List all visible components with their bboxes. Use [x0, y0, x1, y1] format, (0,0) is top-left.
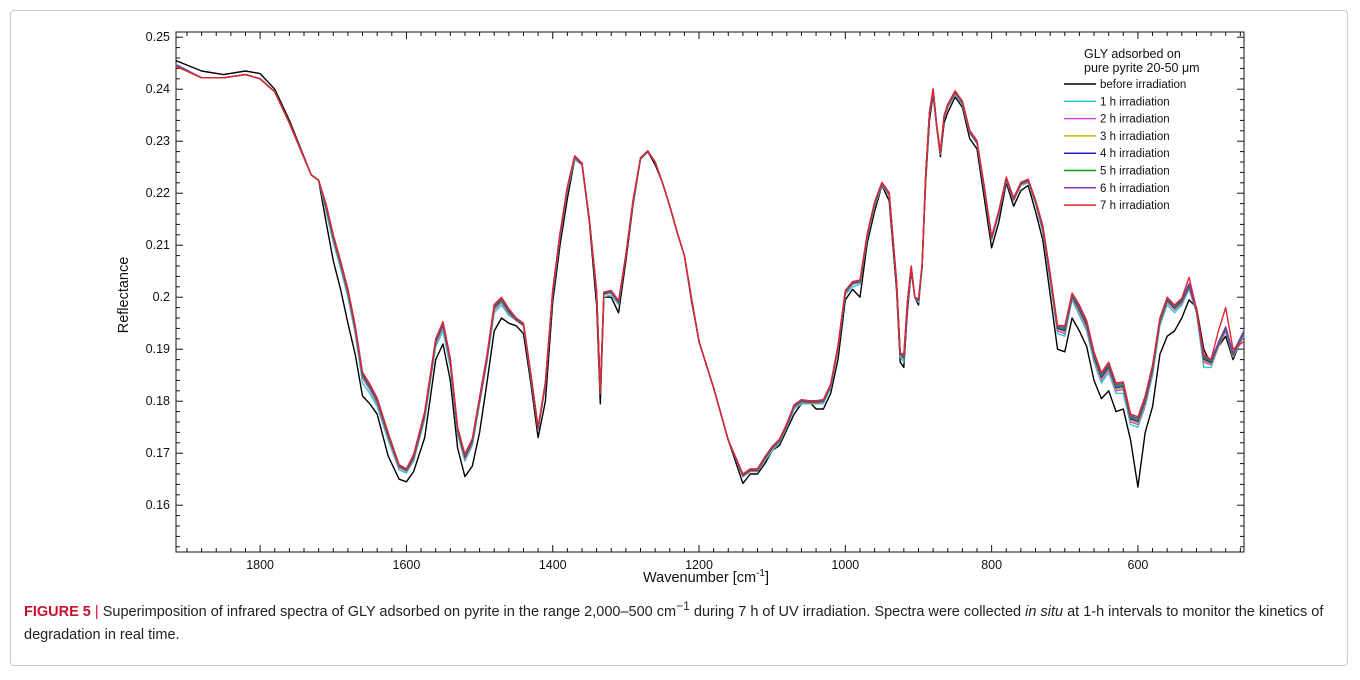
y-tick-label: 0.2 [153, 290, 170, 304]
legend-entry-label: 5 h irradiation [1100, 166, 1170, 178]
legend-title-line: GLY adsorbed on [1084, 47, 1181, 61]
x-axis-title-end: ] [765, 570, 769, 586]
y-tick-label: 0.16 [146, 498, 170, 512]
legend-entry-label: 1 h irradiation [1100, 96, 1170, 108]
x-axis-title-main: Wavenumber [cm [643, 570, 756, 586]
y-tick-label: 0.25 [146, 30, 170, 44]
x-tick-label: 800 [981, 558, 1002, 572]
figure-caption: FIGURE 5 | Superimposition of infrared s… [24, 595, 1334, 647]
caption-label: FIGURE 5 [24, 603, 91, 620]
y-tick-label: 0.17 [146, 446, 170, 460]
legend-entry-label: 6 h irradiation [1100, 183, 1170, 195]
caption-superscript: −1 [676, 599, 690, 613]
x-tick-label: 1200 [685, 558, 713, 572]
y-tick-label: 0.24 [146, 82, 170, 96]
chart-series-lines [175, 59, 1245, 488]
y-tick-label: 0.19 [146, 342, 170, 356]
legend-entry-label: 4 h irradiation [1100, 148, 1170, 160]
caption-text-2: during 7 h of UV irradiation. Spectra we… [689, 603, 1026, 620]
plot-frame [175, 31, 1245, 553]
caption-text-3: at 1-h intervals to monitor the kinetics… [24, 603, 1324, 643]
x-tick-label: 1000 [831, 558, 859, 572]
y-axis-title: Reflectance [116, 257, 132, 334]
caption-text-1: Superimposition of infrared spectra of G… [102, 603, 677, 620]
chart-axes [175, 31, 1245, 553]
legend-title-line: pure pyrite 20-50 μm [1084, 61, 1200, 75]
spectra-chart: 1800 1600 1400 1200 1000 800 600 0.16 0.17 0.18 0.… [116, 30, 1245, 586]
x-tick-label: 600 [1128, 558, 1149, 572]
legend-entry-label: 3 h irradiation [1100, 131, 1170, 143]
chart-ticks: 1800 1600 1400 1200 1000 800 600 0.16 0.17 0.18 0.… [146, 30, 1244, 572]
x-axis-title-sup: -1 [756, 568, 765, 579]
y-tick-label: 0.21 [146, 238, 170, 252]
y-tick-label: 0.18 [146, 394, 170, 408]
legend-entry-label: 7 h irradiation [1100, 200, 1170, 212]
series-line-7h [175, 65, 1245, 475]
x-tick-label: 1400 [539, 558, 567, 572]
caption-in-situ: in situ [1025, 603, 1064, 620]
figure-frame [10, 10, 1348, 666]
legend-entry-label: 2 h irradiation [1100, 114, 1170, 126]
x-tick-label: 1800 [246, 558, 274, 572]
legend-entry-label: before irradiation [1100, 79, 1186, 91]
x-axis-title: Wavenumber [cm-1] [643, 568, 769, 586]
series-line-before [175, 59, 1245, 488]
x-tick-label: 1600 [393, 558, 421, 572]
y-tick-label: 0.23 [146, 134, 170, 148]
caption-separator: | [90, 603, 103, 620]
y-tick-label: 0.22 [146, 186, 170, 200]
